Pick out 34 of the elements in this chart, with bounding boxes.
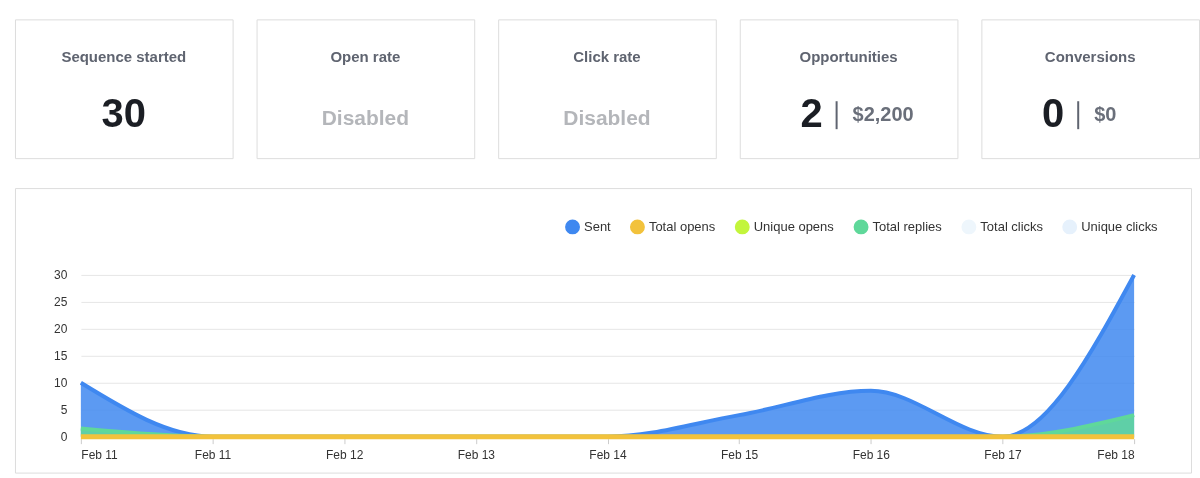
text: Click rate	[573, 48, 641, 66]
text: Conversions	[1044, 48, 1136, 66]
text: Sequence started	[61, 48, 187, 66]
legend-label: Sent	[584, 218, 612, 234]
x-tick-label: Feb 12	[326, 448, 364, 463]
x-tick-label: Feb 14	[589, 448, 627, 463]
text: $0	[1094, 103, 1117, 126]
text: Disabled	[563, 106, 651, 130]
y-tick-label: 5	[60, 403, 68, 418]
y-tick-label: 0	[60, 430, 68, 445]
text: Opportunities	[799, 48, 898, 66]
x-tick-label: Feb 17	[984, 448, 1022, 463]
text: $2,200	[852, 103, 914, 126]
y-tick-label: 10	[54, 376, 68, 391]
text: Open rate	[330, 48, 401, 66]
y-tick-label: 15	[54, 349, 68, 364]
legend-label: Total clicks	[980, 218, 1044, 234]
y-tick-label: 30	[54, 268, 68, 283]
legend-label: Total replies	[872, 218, 943, 234]
text: 0	[1042, 91, 1065, 136]
x-tick-label: Feb 11	[194, 448, 232, 463]
x-tick-label: Feb 15	[721, 448, 759, 463]
legend-label: Total opens	[648, 218, 716, 234]
text: Disabled	[321, 106, 410, 130]
x-tick-label: Feb 16	[852, 448, 891, 463]
text: 2	[800, 91, 823, 136]
x-tick-label: Feb 18	[1097, 448, 1135, 463]
x-tick-label: Feb 11	[81, 448, 119, 463]
x-tick-label: Feb 13	[457, 448, 496, 463]
y-tick-label: 25	[54, 295, 68, 310]
text: 30	[101, 91, 146, 136]
legend-label: Unique opens	[753, 218, 835, 234]
legend-label: Unique clicks	[1081, 218, 1159, 234]
y-tick-label: 20	[54, 322, 68, 337]
